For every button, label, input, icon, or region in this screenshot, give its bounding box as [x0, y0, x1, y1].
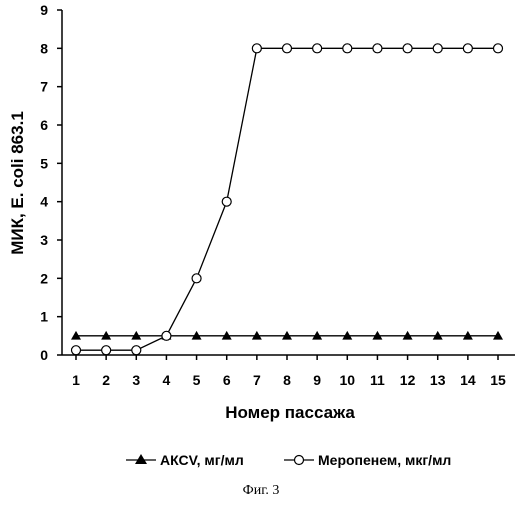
x-tick-label: 11 [370, 372, 385, 388]
y-tick-label: 6 [40, 117, 48, 133]
x-tick-label: 2 [102, 372, 110, 388]
data-point-circle [373, 44, 382, 53]
series-layer [71, 44, 503, 355]
x-tick-label: 9 [313, 372, 321, 388]
x-axis-title: Номер пассажа [225, 403, 355, 422]
data-point-circle [222, 197, 231, 206]
data-point-circle [283, 44, 292, 53]
x-tick-label: 13 [430, 372, 446, 388]
x-tick-label: 6 [223, 372, 231, 388]
data-point-circle [343, 44, 352, 53]
legend-item-meropenem: Меропенем, мкг/мл [284, 452, 451, 468]
legend-marker-triangle [135, 454, 147, 464]
data-point-circle [132, 346, 141, 355]
x-tick-label: 4 [163, 372, 171, 388]
data-point-circle [433, 44, 442, 53]
data-point-circle [463, 44, 472, 53]
data-point-circle [252, 44, 261, 53]
y-axis-title: МИК, E. coli 863.1 [8, 111, 27, 255]
legend-label: Меропенем, мкг/мл [318, 452, 451, 468]
series-line [76, 48, 498, 350]
series-2 [72, 44, 503, 355]
legend: АКСV, мг/мл Меропенем, мкг/мл [126, 452, 451, 468]
data-point-circle [403, 44, 412, 53]
data-point-circle [72, 346, 81, 355]
axes: 0123456789123456789101112131415Номер пас… [8, 2, 515, 422]
y-tick-label: 9 [40, 2, 48, 18]
x-tick-label: 12 [400, 372, 416, 388]
legend-marker-circle [295, 456, 304, 465]
data-point-circle [313, 44, 322, 53]
x-tick-label: 7 [253, 372, 261, 388]
y-tick-label: 4 [40, 194, 48, 210]
x-tick-label: 14 [460, 372, 476, 388]
legend-label: АКСV, мг/мл [160, 452, 244, 468]
legend-item-aksv: АКСV, мг/мл [126, 452, 244, 468]
y-tick-label: 7 [40, 79, 48, 95]
y-tick-label: 8 [40, 40, 48, 56]
data-point-circle [162, 331, 171, 340]
data-point-circle [102, 346, 111, 355]
data-point-circle [192, 274, 201, 283]
x-tick-label: 1 [72, 372, 80, 388]
y-tick-label: 2 [40, 270, 48, 286]
data-point-circle [494, 44, 503, 53]
y-tick-label: 5 [40, 155, 48, 171]
y-tick-label: 3 [40, 232, 48, 248]
y-tick-label: 0 [40, 347, 48, 363]
x-tick-label: 10 [339, 372, 355, 388]
x-tick-label: 3 [132, 372, 140, 388]
figure-caption: Фиг. 3 [243, 483, 280, 498]
x-tick-label: 8 [283, 372, 291, 388]
y-tick-label: 1 [40, 309, 48, 325]
x-tick-label: 5 [193, 372, 201, 388]
series-1 [71, 331, 503, 340]
x-tick-label: 15 [490, 372, 506, 388]
